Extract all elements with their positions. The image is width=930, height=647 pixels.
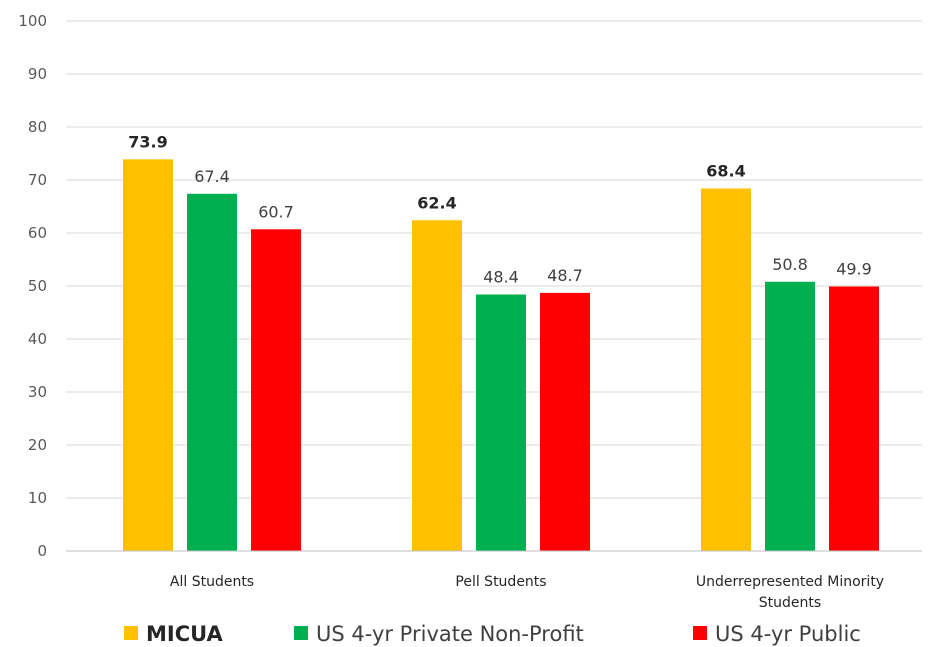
- bar: [476, 294, 526, 551]
- y-tick-label: 80: [28, 118, 47, 136]
- data-label: 60.7: [258, 202, 294, 221]
- y-tick-label: 20: [28, 436, 47, 454]
- bar: [412, 220, 462, 551]
- x-tick-label: Underrepresented Minority: [696, 574, 884, 590]
- x-tick-label: Pell Students: [455, 574, 546, 590]
- x-axis: All Students Pell Students Underrepresente…: [66, 550, 922, 611]
- x-tick-label: All Students: [170, 574, 254, 590]
- legend-label: MICUA: [146, 622, 224, 646]
- bar: [251, 229, 301, 552]
- data-label: 67.4: [194, 167, 230, 186]
- data-labels: 73.9 62.4 68.4 67.4 48.4 50.8 60.7 48.7 49.9: [128, 132, 872, 286]
- legend: MICUA US 4-yr Private Non-Profit US 4-yr P…: [124, 622, 861, 646]
- data-label: 50.8: [772, 255, 808, 274]
- data-label: 73.9: [128, 132, 167, 151]
- bar: [187, 193, 237, 551]
- bar: [829, 286, 879, 551]
- y-tick-label: 0: [37, 542, 47, 560]
- data-label: 62.4: [417, 193, 456, 212]
- legend-swatch: [124, 626, 138, 640]
- y-tick-label: 30: [28, 383, 47, 401]
- legend-label: US 4-yr Public: [715, 622, 861, 646]
- bars: [123, 159, 879, 552]
- y-axis: 0 10 20 30 40 50 60 70 80 90 100: [18, 12, 47, 560]
- bar: [765, 281, 815, 551]
- data-label: 48.7: [547, 266, 583, 285]
- bar: [701, 188, 751, 552]
- bar: [540, 292, 590, 551]
- legend-swatch: [294, 626, 308, 640]
- legend-label: US 4-yr Private Non-Profit: [316, 622, 584, 646]
- y-tick-label: 100: [18, 12, 47, 30]
- y-tick-label: 10: [28, 489, 47, 507]
- data-label: 49.9: [836, 260, 872, 279]
- y-tick-label: 70: [28, 171, 47, 189]
- data-label: 68.4: [706, 161, 745, 180]
- y-tick-label: 50: [28, 277, 47, 295]
- data-label: 48.4: [483, 267, 519, 286]
- bar: [123, 159, 173, 551]
- x-tick-label: Students: [759, 595, 821, 611]
- y-tick-label: 90: [28, 65, 47, 83]
- y-tick-label: 40: [28, 330, 47, 348]
- legend-swatch: [693, 626, 707, 640]
- y-tick-label: 60: [28, 224, 47, 242]
